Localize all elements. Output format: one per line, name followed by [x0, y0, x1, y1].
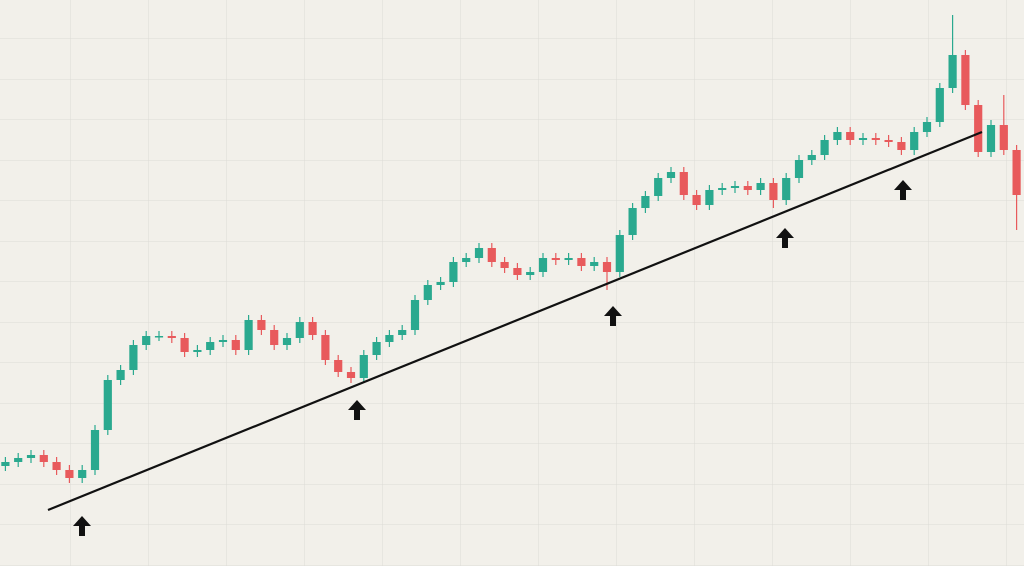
candle-body [948, 55, 957, 88]
candle-body [346, 372, 356, 378]
candle-body [628, 208, 637, 235]
candle-body [577, 258, 586, 266]
candle-body [833, 132, 842, 140]
candle-body [270, 330, 279, 345]
candle-body [372, 342, 381, 355]
arrow [73, 516, 91, 536]
candle-body [90, 430, 100, 470]
candle-body [705, 190, 714, 205]
candle-body [910, 132, 919, 150]
candle-body [513, 268, 522, 275]
candle-body [974, 105, 983, 152]
candle-body [692, 195, 701, 205]
candle-body [590, 262, 599, 266]
candle-body [193, 350, 202, 352]
candle-body [602, 262, 612, 272]
candle-body [129, 345, 138, 370]
candle-body [1012, 150, 1021, 195]
candle-body [986, 125, 996, 152]
candle-body [1, 462, 10, 466]
candle-body [897, 142, 906, 150]
candle-body [218, 340, 228, 342]
arrow [348, 400, 366, 420]
candle-body [846, 132, 855, 140]
candle-body [385, 335, 394, 342]
candle-body [52, 462, 61, 470]
candle-body [641, 196, 650, 208]
candle-body [142, 336, 151, 345]
candle-body [282, 338, 292, 345]
candle-body [807, 155, 816, 160]
candle-body [423, 285, 432, 300]
candles [1, 15, 1021, 483]
candle-body [39, 455, 48, 462]
candle-body [103, 380, 112, 430]
candle-body [756, 183, 765, 190]
candle-body [180, 338, 189, 352]
candle-body [154, 336, 164, 338]
candle-body [65, 470, 74, 478]
candle-body [295, 322, 304, 338]
arrow [776, 228, 794, 248]
candle-body [551, 258, 560, 260]
candle-body [743, 186, 752, 190]
candle-body [794, 160, 804, 178]
candle-body [206, 342, 215, 350]
candle-body [398, 330, 407, 335]
candle-body [78, 470, 87, 478]
candle-body [436, 282, 445, 285]
candle-body [14, 458, 23, 462]
candle-body [308, 322, 317, 335]
candle-body [615, 235, 624, 272]
arrows [73, 180, 912, 536]
candle-body [116, 370, 125, 380]
arrow [604, 306, 622, 326]
candle-body [999, 125, 1008, 150]
candle-body [449, 262, 458, 282]
candle-body [244, 320, 253, 350]
candle-body [474, 248, 484, 258]
candle-body [922, 122, 932, 132]
candle-body [526, 272, 535, 275]
candle-body [321, 335, 330, 360]
candle-body [679, 172, 688, 195]
candle-body [487, 248, 496, 262]
candle-body [334, 360, 343, 372]
candle-body [961, 55, 970, 105]
candle-body [500, 262, 509, 268]
candle-body [462, 258, 471, 262]
candle-body [730, 186, 740, 188]
candle-body [935, 88, 944, 122]
candle-body [654, 178, 663, 196]
candle-body [858, 138, 868, 140]
candle-body [782, 178, 791, 200]
candle-body [769, 183, 778, 200]
candle-body [167, 336, 176, 338]
trend-line [47, 130, 983, 512]
candle-body [820, 140, 829, 155]
candle-body [666, 172, 676, 178]
candle-body [884, 140, 893, 142]
candle-body [564, 258, 573, 260]
candle-body [359, 355, 368, 378]
candle-body [410, 300, 420, 330]
candle-body [871, 138, 880, 140]
candle-body [257, 320, 266, 330]
arrow [894, 180, 912, 200]
candle-body [718, 188, 727, 190]
candle-body [231, 340, 240, 350]
candle-body [538, 258, 548, 272]
candle-body [26, 455, 36, 458]
